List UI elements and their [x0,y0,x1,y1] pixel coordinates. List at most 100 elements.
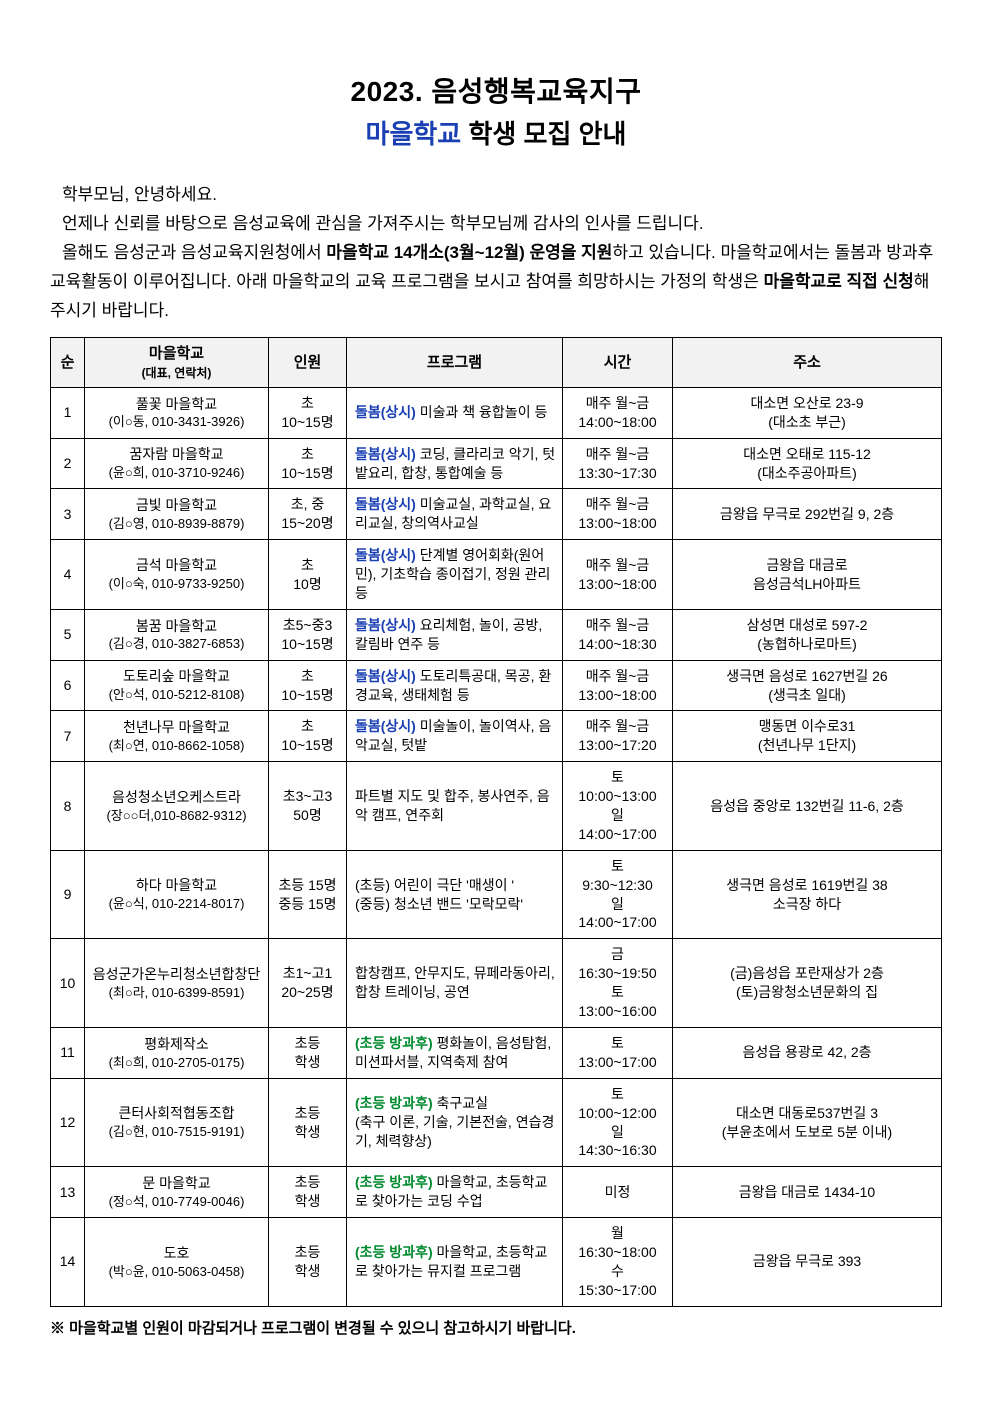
cell-capacity: 초, 중15~20명 [269,489,347,540]
cell-time: 매주 월~금13:30~17:30 [563,438,673,489]
th-program: 프로그램 [347,338,563,387]
table-row: 5봄꿈 마을학교(김○경, 010-3827-6853)초5~중310~15명돌… [51,609,942,660]
intro-p2a: 올해도 음성군과 음성교육지원청에서 [62,243,326,262]
cell-time: 매주 월~금13:00~18:00 [563,540,673,610]
cell-idx: 1 [51,387,85,438]
cell-capacity: 초1~고120~25명 [269,939,347,1028]
cell-school: 큰터사회적협동조합(김○현, 010-7515-9191) [85,1078,269,1167]
cell-idx: 8 [51,762,85,851]
dolbom-label: 돌봄(상시) [355,668,416,684]
cell-time: 금16:30~19:50토13:00~16:00 [563,939,673,1028]
dolbom-label: 돌봄(상시) [355,617,416,633]
school-name: 큰터사회적협동조합 [89,1104,264,1123]
cell-address: 대소면 오태로 115-12(대소주공아파트) [673,438,942,489]
cell-capacity: 초등 15명중등 15명 [269,850,347,939]
cell-school: 천년나무 마을학교(최○연, 010-8662-1058) [85,711,269,762]
table-row: 13문 마을학교(정○석, 010-7749-0046)초등학생(초등 방과후)… [51,1167,942,1218]
cell-address: 대소면 대동로537번길 3(부윤초에서 도보로 5분 이내) [673,1078,942,1167]
cell-address: 금왕읍 대금로음성금석LH아파트 [673,540,942,610]
cell-idx: 9 [51,850,85,939]
cell-program: (초등 방과후) 마을학교, 초등학교로 찾아가는 코딩 수업 [347,1167,563,1218]
cell-idx: 7 [51,711,85,762]
cell-program: 합창캠프, 안무지도, 뮤페라동아리, 합창 트레이닝, 공연 [347,939,563,1028]
title-rest: 학생 모집 안내 [461,119,626,149]
cell-address: 대소면 오산로 23-9(대소초 부근) [673,387,942,438]
cell-school: 음성청소년오케스트라(장○○더,010-8682-9312) [85,762,269,851]
cell-capacity: 초10명 [269,540,347,610]
cell-time: 매주 월~금13:00~18:00 [563,489,673,540]
cell-time: 토13:00~17:00 [563,1027,673,1078]
cell-school: 평화제작소(최○희, 010-2705-0175) [85,1027,269,1078]
cell-address: 금왕읍 무극로 393 [673,1218,942,1307]
cell-time: 미정 [563,1167,673,1218]
th-address: 주소 [673,338,942,387]
school-contact: (김○현, 010-7515-9191) [89,1123,264,1141]
table-row: 9하다 마을학교(윤○식, 010-2214-8017)초등 15명중등 15명… [51,850,942,939]
th-capacity: 인원 [269,338,347,387]
school-name: 문 마을학교 [89,1174,264,1193]
school-name: 금빛 마을학교 [89,496,264,515]
school-name: 도토리숲 마을학교 [89,667,264,686]
school-contact: (윤○희, 010-3710-9246) [89,464,264,482]
school-contact: (이○동, 010-3431-3926) [89,413,264,431]
cell-program: 돌봄(상시) 미술과 책 융합놀이 등 [347,387,563,438]
cell-program: (초등) 어린이 극단 '매생이 '(중등) 청소년 밴드 '모락모락' [347,850,563,939]
th-school: 마을학교 (대표, 연락처) [85,338,269,387]
school-contact: (최○연, 010-8662-1058) [89,737,264,755]
cell-school: 금석 마을학교(이○숙, 010-9733-9250) [85,540,269,610]
school-contact: (최○희, 010-2705-0175) [89,1054,264,1072]
cell-idx: 12 [51,1078,85,1167]
cell-idx: 4 [51,540,85,610]
banggwa-label: (초등 방과후) [355,1174,433,1190]
cell-capacity: 초10~15명 [269,387,347,438]
cell-capacity: 초10~15명 [269,711,347,762]
school-name: 봄꿈 마을학교 [89,617,264,636]
school-name: 금석 마을학교 [89,556,264,575]
school-contact: (장○○더,010-8682-9312) [89,807,264,825]
cell-program: 돌봄(상시) 요리체험, 놀이, 공방, 칼림바 연주 등 [347,609,563,660]
cell-address: 생극면 음성로 1619번길 38소극장 하다 [673,850,942,939]
cell-idx: 10 [51,939,85,1028]
school-contact: (정○석, 010-7749-0046) [89,1193,264,1211]
cell-school: 금빛 마을학교(김○영, 010-8939-8879) [85,489,269,540]
table-row: 6도토리숲 마을학교(안○석, 010-5212-8108) 초10~15명 돌봄(… [51,660,942,711]
cell-school: 도호(박○윤, 010-5063-0458) [85,1218,269,1307]
cell-school: 꿈자람 마을학교(윤○희, 010-3710-9246) [85,438,269,489]
cell-capacity: 초등학생 [269,1078,347,1167]
cell-school: 음성군가온누리청소년합창단(최○라, 010-6399-8591) [85,939,269,1028]
schools-table: 순 마을학교 (대표, 연락처) 인원 프로그램 시간 주소 1풀꽃 마을학교(… [50,337,942,1306]
table-row: 7천년나무 마을학교(최○연, 010-8662-1058)초10~15명 돌봄(… [51,711,942,762]
cell-address: 맹동면 이수로31(천년나무 1단지) [673,711,942,762]
cell-program: 돌봄(상시) 단계별 영어회화(원어민), 기초학습 종이접기, 정원 관리 등 [347,540,563,610]
cell-program: (초등 방과후) 축구교실(축구 이론, 기술, 기본전술, 연습경기, 체력향… [347,1078,563,1167]
footnote: ※ 마을학교별 인원이 마감되거나 프로그램이 변경될 수 있으니 참고하시기 … [50,1317,942,1338]
cell-capacity: 초5~중310~15명 [269,609,347,660]
cell-school: 문 마을학교(정○석, 010-7749-0046) [85,1167,269,1218]
school-name: 도호 [89,1244,264,1263]
table-row: 12큰터사회적협동조합(김○현, 010-7515-9191)초등학생(초등 방… [51,1078,942,1167]
cell-idx: 6 [51,660,85,711]
school-name: 평화제작소 [89,1035,264,1054]
document-title: 2023. 음성행복교육지구 마을학교 학생 모집 안내 [50,70,942,151]
table-row: 3금빛 마을학교(김○영, 010-8939-8879)초, 중15~20명돌봄… [51,489,942,540]
dolbom-label: 돌봄(상시) [355,718,416,734]
title-highlight: 마을학교 [366,119,462,149]
intro-block: 학부모님, 안녕하세요. 언제나 신뢰를 바탕으로 음성교육에 관심을 가져주시… [50,181,942,325]
cell-address: 금왕읍 무극로 292번길 9, 2층 [673,489,942,540]
school-contact: (안○석, 010-5212-8108) [89,686,264,704]
table-row: 2꿈자람 마을학교(윤○희, 010-3710-9246)초10~15명돌봄(상… [51,438,942,489]
cell-time: 매주 월~금13:00~17:20 [563,711,673,762]
cell-idx: 13 [51,1167,85,1218]
school-contact: (박○윤, 010-5063-0458) [89,1263,264,1281]
school-contact: (김○경, 010-3827-6853) [89,635,264,653]
school-contact: (윤○식, 010-2214-8017) [89,895,264,913]
table-row: 8음성청소년오케스트라(장○○더,010-8682-9312)초3~고350명파… [51,762,942,851]
school-name: 풀꽃 마을학교 [89,395,264,414]
cell-idx: 14 [51,1218,85,1307]
cell-capacity: 초등학생 [269,1218,347,1307]
school-contact: (이○숙, 010-9733-9250) [89,575,264,593]
intro-p2d: 마을학교로 직접 신청 [764,272,914,291]
cell-idx: 3 [51,489,85,540]
table-row: 4금석 마을학교(이○숙, 010-9733-9250)초10명돌봄(상시) 단… [51,540,942,610]
cell-capacity: 초10~15명 [269,660,347,711]
